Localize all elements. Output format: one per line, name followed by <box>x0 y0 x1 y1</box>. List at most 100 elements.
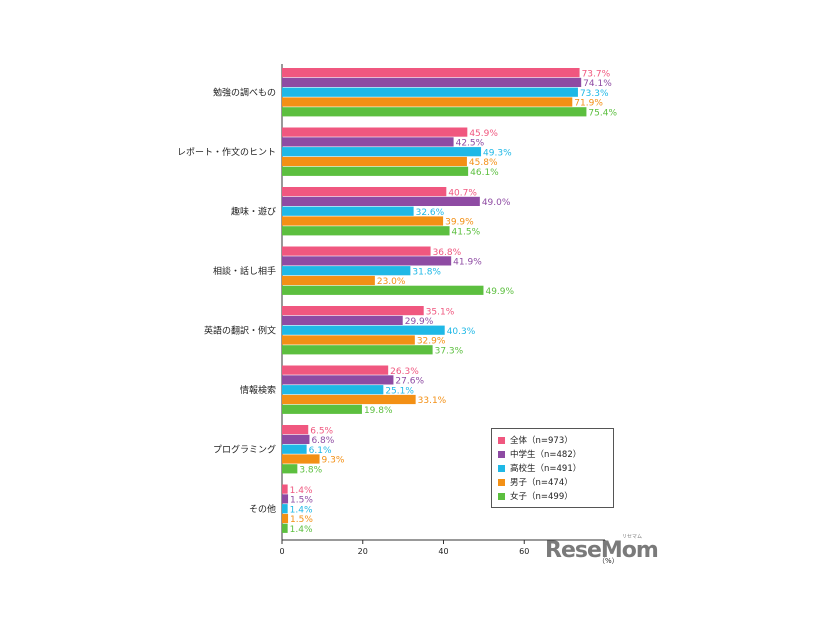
legend-swatch <box>498 450 505 458</box>
bar-value-label: 41.9% <box>453 258 482 268</box>
category-label: 英語の翻訳・例文 <box>204 325 276 337</box>
bars-group <box>282 68 587 533</box>
bar-value-label: 40.7% <box>448 188 477 198</box>
bar-value-label: 36.8% <box>433 248 462 258</box>
x-axis-unit-label: （%） <box>598 557 619 565</box>
bar <box>282 315 403 325</box>
bar-value-label: 45.8% <box>469 158 498 168</box>
bar-value-label: 46.1% <box>470 168 499 178</box>
legend: 全体（n=973） 中学生（n=482） 高校生（n=491） 男子（n=474） 女子… <box>491 428 614 508</box>
bar <box>282 365 389 375</box>
legend-label: 男子（n=474） <box>510 478 573 488</box>
bar-value-label: 74.1% <box>583 79 612 89</box>
bar-value-label: 75.4% <box>588 109 617 119</box>
category-labels-group: 勉強の調べものレポート・作文のヒント趣味・遊び相談・話し相手英語の翻訳・例文情報… <box>177 87 276 516</box>
bar <box>282 196 480 206</box>
legend-item: 全体（n=973） <box>498 433 607 447</box>
bar <box>282 464 298 474</box>
legend-label: 高校生（n=491） <box>510 464 582 474</box>
bar-value-label: 23.0% <box>377 277 406 287</box>
value-labels-group: 73.7%74.1%73.3%71.9%75.4% 45.9%42.5%49.3%… <box>290 69 618 535</box>
legend-item: 男子（n=474） <box>498 475 607 489</box>
bar <box>282 385 384 395</box>
legend-item: 中学生（n=482） <box>498 447 607 461</box>
x-tick-label: 0 <box>279 547 284 556</box>
bar <box>282 127 468 137</box>
bar-value-label: 49.0% <box>482 198 511 208</box>
bar-value-label: 45.9% <box>469 129 498 139</box>
bar <box>282 156 467 167</box>
bar-value-label: 41.5% <box>452 228 481 238</box>
bar <box>282 206 414 216</box>
resemom-logo-ruby: リセマム <box>622 534 643 540</box>
bar-value-label: 32.9% <box>417 337 446 347</box>
category-label: 趣味・遊び <box>231 206 276 218</box>
bar-value-label: 35.1% <box>426 307 455 317</box>
bar-value-label: 73.3% <box>580 89 609 99</box>
legend-swatch <box>498 464 505 472</box>
bar <box>282 345 433 355</box>
bar-value-label: 73.7% <box>582 69 611 79</box>
x-tick-label: 60 <box>519 547 529 556</box>
bar <box>282 275 375 286</box>
bar-value-label: 32.6% <box>416 208 445 218</box>
bar-value-label: 40.3% <box>447 327 476 337</box>
bar-value-label: 26.3% <box>390 367 419 377</box>
bar <box>282 87 578 97</box>
legend-item: 高校生（n=491） <box>498 461 607 475</box>
bar <box>282 325 445 335</box>
bar-value-label: 25.1% <box>385 386 414 396</box>
bar-value-label: 37.3% <box>435 347 464 357</box>
bar <box>282 266 411 276</box>
bar <box>282 513 289 524</box>
bar <box>282 484 288 494</box>
bar <box>282 425 309 435</box>
legend-label: 中学生（n=482） <box>510 450 582 460</box>
bar-value-label: 6.5% <box>310 426 333 436</box>
x-tick-label: 40 <box>438 547 448 556</box>
bar-value-label: 9.3% <box>322 456 345 466</box>
bar-value-label: 33.1% <box>418 396 447 406</box>
bar-value-label: 49.9% <box>485 287 514 297</box>
bar <box>282 77 582 87</box>
bar <box>282 68 580 78</box>
bar-value-label: 1.4% <box>290 505 313 515</box>
bar-value-label: 1.5% <box>290 496 313 506</box>
bar-value-label: 49.3% <box>483 148 512 158</box>
bar-value-label: 3.8% <box>299 466 322 476</box>
bar <box>282 494 289 504</box>
bar-value-label: 29.9% <box>405 317 434 327</box>
legend-item: 女子（n=499） <box>498 489 607 503</box>
bar-value-label: 31.8% <box>412 267 441 277</box>
bar <box>282 444 307 454</box>
bar <box>282 226 450 236</box>
bar <box>282 147 482 157</box>
bar-value-label: 1.4% <box>290 486 313 496</box>
resemom-logo: ReseMom <box>545 538 659 563</box>
bar-value-label: 1.5% <box>290 515 313 525</box>
bar <box>282 454 320 464</box>
bar-value-label: 19.8% <box>364 406 393 416</box>
bar <box>282 335 415 345</box>
bar-value-label: 27.6% <box>395 377 424 387</box>
legend-label: 全体（n=973） <box>510 436 573 446</box>
bar <box>282 166 469 176</box>
legend-swatch <box>498 478 505 486</box>
bar <box>282 404 362 414</box>
legend-label: 女子（n=499） <box>510 492 573 502</box>
x-tick-label: 20 <box>358 547 368 556</box>
bar <box>282 394 416 405</box>
bar <box>282 97 573 107</box>
category-label: レポート・作文のヒント <box>177 146 276 158</box>
legend-swatch <box>498 492 505 500</box>
bar <box>282 306 424 316</box>
bar <box>282 504 288 514</box>
bar <box>282 246 431 256</box>
bar-value-label: 6.8% <box>311 436 334 446</box>
category-label: 相談・話し相手 <box>213 265 276 277</box>
bar <box>282 216 444 226</box>
bar <box>282 285 484 295</box>
bar <box>282 187 447 197</box>
bar <box>282 375 394 385</box>
